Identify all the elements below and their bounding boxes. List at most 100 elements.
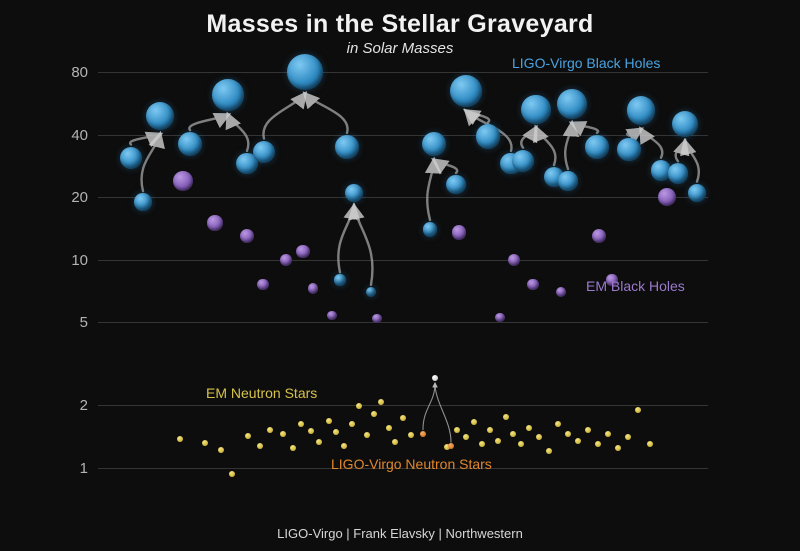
em-ns-dot xyxy=(565,430,571,437)
bh-final-circle xyxy=(557,89,587,120)
bh-progenitor-circle xyxy=(585,134,609,159)
credit-line: LIGO-Virgo | Frank Elavsky | Northwester… xyxy=(277,526,523,541)
em-bh-circle xyxy=(257,279,269,291)
merger-arrow xyxy=(337,202,360,274)
em-ns-dot xyxy=(341,443,347,450)
bh-final-circle xyxy=(146,102,174,131)
em-ns-dot xyxy=(257,442,263,449)
gridline xyxy=(98,134,708,136)
merger-arrow xyxy=(422,382,438,431)
bh-progenitor-circle xyxy=(687,183,707,202)
em-ns-dot xyxy=(356,403,362,410)
y-tick-label: 10 xyxy=(71,251,88,269)
em-bh-circle xyxy=(307,282,319,294)
y-tick-label: 20 xyxy=(71,189,88,207)
bh-progenitor-circle xyxy=(667,163,689,184)
gridline xyxy=(98,405,708,407)
em-ns-dot xyxy=(290,445,296,452)
em-ns-dot xyxy=(503,413,509,420)
series-label-ligo-virgo-black-holes: LIGO-Virgo Black Holes xyxy=(512,55,661,71)
em-bh-circle xyxy=(495,312,505,322)
y-tick-label: 1 xyxy=(79,459,88,477)
bh-progenitor-circle xyxy=(512,149,534,172)
bh-progenitor-circle xyxy=(650,159,672,181)
merger-arrow xyxy=(520,124,538,149)
gridline xyxy=(98,467,708,469)
y-tick-label: 40 xyxy=(71,126,88,144)
bh-progenitor-circle xyxy=(446,175,466,195)
merger-arrow xyxy=(533,124,557,167)
em-ns-dot xyxy=(308,428,314,435)
ns-remnant-circle xyxy=(431,374,439,382)
em-ns-dot xyxy=(625,434,631,441)
em-ns-dot xyxy=(444,443,450,450)
em-bh-circle xyxy=(327,310,337,321)
em-ns-dot xyxy=(280,431,286,438)
bh-progenitor-circle xyxy=(617,137,641,161)
bh-final-circle xyxy=(449,74,483,107)
lv-ns-dot xyxy=(420,430,426,437)
merger-arrow xyxy=(302,91,349,135)
em-bh-circle xyxy=(591,228,607,244)
bh-final-circle xyxy=(287,54,323,90)
bh-progenitor-circle xyxy=(178,132,202,157)
merger-arrow xyxy=(225,111,250,153)
em-ns-dot xyxy=(546,448,552,455)
merger-arrow xyxy=(568,121,600,137)
em-ns-dot xyxy=(364,431,370,438)
em-ns-dot xyxy=(487,427,493,434)
bh-progenitor-circle xyxy=(365,286,377,298)
em-ns-dot xyxy=(408,431,414,438)
gridline xyxy=(98,322,708,324)
series-label-em-neutron-stars: EM Neutron Stars xyxy=(206,385,318,401)
merger-arrow xyxy=(348,202,374,286)
bh-final-circle xyxy=(344,183,364,202)
chart-title: Masses in the Stellar Graveyard xyxy=(206,10,594,38)
em-ns-dot xyxy=(635,406,641,413)
em-ns-dot xyxy=(333,429,339,436)
em-bh-circle xyxy=(527,279,539,291)
em-bh-circle xyxy=(279,253,293,267)
bh-progenitor-circle xyxy=(334,274,346,286)
em-ns-dot xyxy=(495,438,501,445)
em-ns-dot xyxy=(371,410,377,417)
merger-arrow xyxy=(639,126,664,159)
bh-final-circle xyxy=(671,110,699,138)
merger-arrow xyxy=(140,130,165,193)
em-ns-dot xyxy=(518,441,524,448)
lv-ns-dot xyxy=(448,443,454,450)
em-ns-dot xyxy=(177,435,183,442)
bh-final-circle xyxy=(626,96,656,126)
gridline xyxy=(98,197,708,199)
em-ns-dot xyxy=(595,441,601,448)
em-ns-dot xyxy=(454,427,460,434)
bh-progenitor-circle xyxy=(558,170,578,191)
em-bh-circle xyxy=(451,225,467,241)
em-bh-circle xyxy=(372,314,382,324)
bh-final-circle xyxy=(422,132,446,157)
em-bh-circle xyxy=(296,244,310,258)
em-ns-dot xyxy=(202,439,208,446)
em-ns-dot xyxy=(349,421,355,428)
em-bh-circle xyxy=(555,286,567,298)
gridline xyxy=(98,72,708,73)
em-ns-dot xyxy=(298,421,304,428)
em-ns-dot xyxy=(536,434,542,441)
em-ns-dot xyxy=(316,439,322,446)
em-ns-dot xyxy=(526,424,532,431)
em-ns-dot xyxy=(245,433,251,440)
em-bh-circle xyxy=(658,188,676,207)
bh-progenitor-circle xyxy=(422,221,438,237)
em-ns-dot xyxy=(605,430,611,437)
em-ns-dot xyxy=(647,441,653,448)
em-ns-dot xyxy=(575,438,581,445)
em-ns-dot xyxy=(479,441,485,448)
em-ns-dot xyxy=(326,417,332,424)
em-bh-circle xyxy=(606,274,618,286)
chart-subtitle: in Solar Masses xyxy=(346,40,454,57)
bh-progenitor-circle xyxy=(134,193,152,211)
merger-arrow xyxy=(625,127,645,144)
em-ns-dot xyxy=(392,439,398,446)
